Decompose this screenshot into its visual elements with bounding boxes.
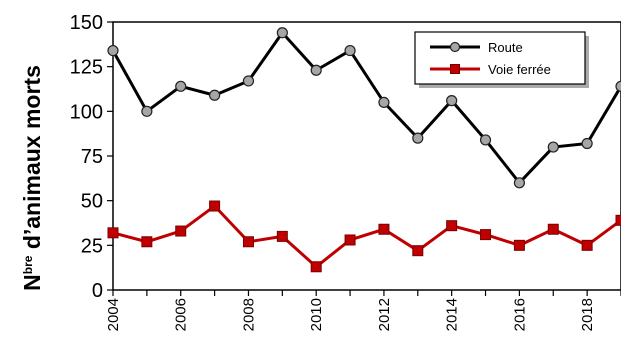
data-point [310,261,322,273]
data-point [547,141,559,153]
y-tick-label: 75 [81,146,103,168]
data-point [310,64,322,76]
legend-item-0: Route [430,40,523,55]
data-point [479,134,492,146]
y-tick-label: 100 [70,101,103,123]
y-tick-label: 50 [81,191,103,213]
data-point [412,245,424,257]
legend-label: Route [488,40,523,55]
data-point [242,236,254,248]
x-tick-label: 2008 [240,298,257,331]
data-point [378,96,390,109]
data-point [378,223,390,235]
data-point [141,236,153,248]
data-point [513,239,525,251]
data-point [615,80,621,92]
data-point [615,214,621,226]
data-point [581,137,593,150]
legend-swatch-marker [450,64,460,74]
legend-label: Voie ferrée [488,62,551,77]
legend-swatch-marker [449,41,461,53]
y-tick-label: 0 [92,280,103,302]
x-tick-label: 2006 [173,298,190,331]
y-axis-label-rest: d’animaux morts [19,65,45,255]
axes: 0 25 50 75 100 125 150 2004 2006 2008 2010 2012 2014… [70,12,621,331]
series-1 [107,200,621,273]
x-tick-label: 2010 [308,298,325,331]
data-point [107,227,119,239]
x-tick-label: 2018 [579,298,596,331]
y-tick-label: 150 [70,12,103,34]
data-point [344,44,356,57]
x-tick-label: 2004 [105,298,122,331]
data-point [242,75,255,87]
data-point [107,44,119,57]
data-point [276,230,288,242]
svg-text:Nbre d’animaux morts: Nbre d’animaux morts [19,65,45,291]
data-point [547,223,559,235]
x-tick-label: 2012 [376,298,393,331]
legend-item-1: Voie ferrée [430,62,551,77]
x-tick-label: 2014 [444,298,461,331]
y-tick-label: 25 [81,235,103,257]
series-layer [107,27,621,273]
data-point [412,132,424,144]
y-axis-label-main: N [19,274,45,291]
data-point [344,234,356,246]
y-axis-label-superscript: bre [21,255,35,274]
x-tick-label: 2016 [511,298,528,331]
data-point [581,239,593,251]
data-point [276,27,288,39]
data-point [175,225,187,237]
y-axis-label: Nbre d’animaux morts [19,65,45,291]
legend: Route Voie ferrée [414,31,589,88]
data-point [513,177,526,189]
data-point [209,200,221,212]
data-point [446,220,458,232]
data-point [175,80,187,92]
series-line [111,31,621,185]
data-point [141,105,153,117]
data-point [480,229,492,241]
series-line [112,204,621,269]
series-0 [107,27,621,189]
data-point [446,95,458,107]
data-point [209,89,221,101]
y-tick-label: 125 [70,57,103,79]
legend-box [414,31,586,85]
